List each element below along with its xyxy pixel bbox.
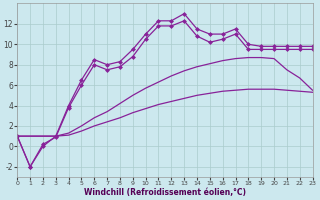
X-axis label: Windchill (Refroidissement éolien,°C): Windchill (Refroidissement éolien,°C) bbox=[84, 188, 246, 197]
